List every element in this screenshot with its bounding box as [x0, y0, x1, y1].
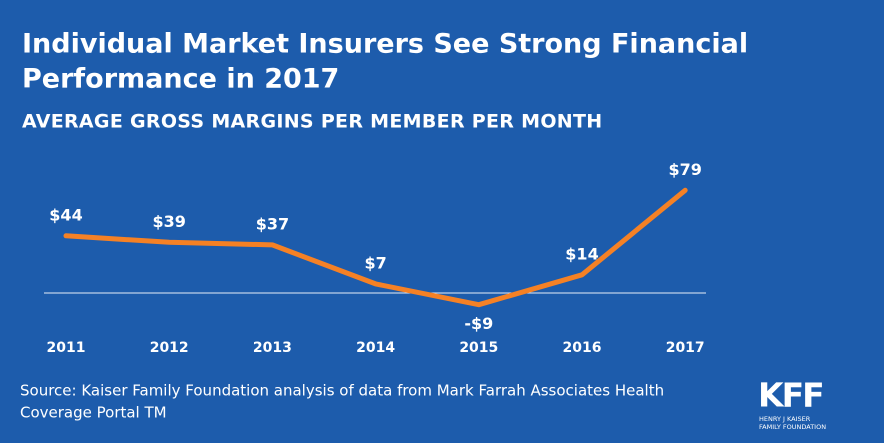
data-label: $39 [152, 212, 185, 231]
logo-subtitle: HENRY J KAISER [759, 415, 811, 423]
source: Coverage Portal TM [20, 404, 167, 422]
x-tick-label: 2015 [459, 340, 498, 356]
logo: KFF [758, 376, 823, 415]
x-tick-label: 2011 [47, 340, 86, 356]
data-label: $79 [668, 160, 701, 179]
x-tick-label: 2012 [150, 340, 189, 356]
chart-subtitle: AVERAGE GROSS MARGINS PER MEMBER PER MON… [22, 111, 602, 133]
logo-subtitle: FAMILY FOUNDATION [759, 423, 826, 431]
data-label: $44 [49, 205, 82, 224]
x-tick-label: 2017 [666, 340, 705, 356]
data-label: -$9 [464, 314, 493, 333]
x-tick-label: 2016 [563, 340, 602, 356]
chart-title: Individual Market Insurers See Strong Fi… [22, 29, 748, 60]
x-tick-label: 2013 [253, 340, 292, 356]
line [63, 187, 688, 308]
data-label: $37 [256, 214, 289, 233]
x-tick-label: 2014 [356, 340, 395, 356]
data-label: $14 [565, 244, 598, 263]
chart-title: Performance in 2017 [22, 64, 339, 95]
data-label: $7 [364, 253, 386, 272]
source: Source: Kaiser Family Foundation analysi… [20, 382, 664, 400]
